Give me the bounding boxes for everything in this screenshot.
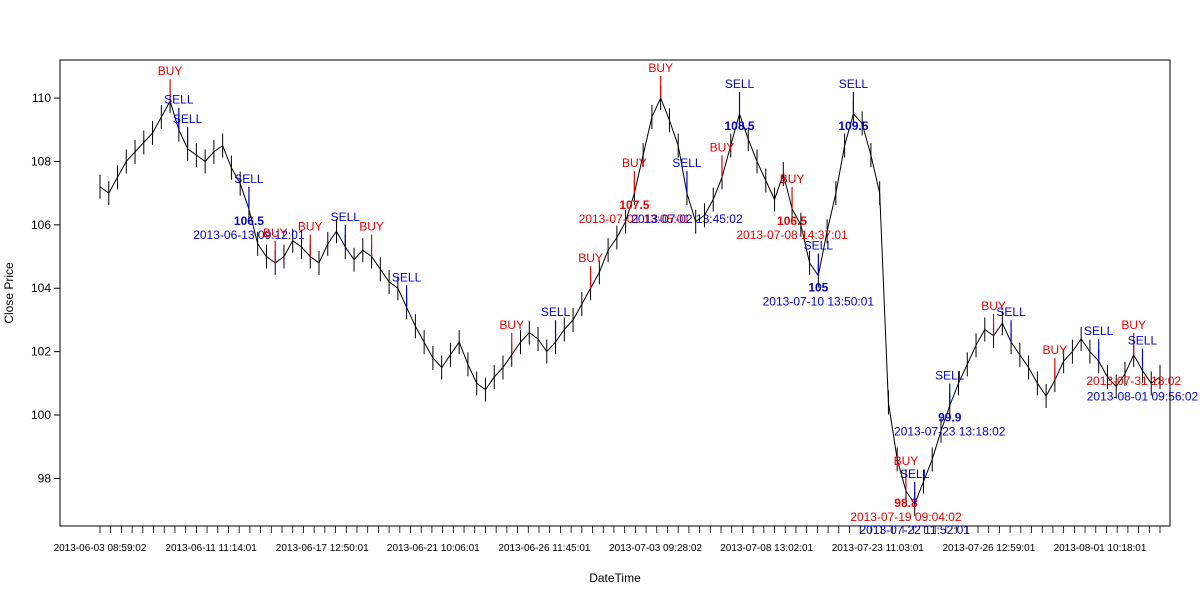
trade-side-label: BUY [298,220,323,234]
trade-side-label: BUY [359,220,384,234]
trade-time-label: 2013-08-01 09:56:02 [1087,390,1199,404]
trade-side-label: BUY [1121,318,1146,332]
trade-side-label: BUY [622,156,647,170]
x-tick-label: 2013-07-03 09:28:02 [609,543,702,554]
trade-price-label: 99.9 [938,411,962,425]
x-tick-label: 2013-08-01 10:18:01 [1054,543,1147,554]
trade-side-label: SELL [900,467,930,481]
y-axis-title: Close Price [2,262,16,324]
series-layer [99,86,1161,516]
trade-side-label: SELL [1128,334,1158,348]
series-line [99,96,1161,505]
trade-side-label: SELL [392,270,422,284]
trade-side-label: SELL [672,156,702,170]
x-axis-title: DateTime [589,571,641,585]
x-tick-label: 2013-06-11 11:14:01 [165,543,257,554]
trade-side-label: SELL [331,210,361,224]
x-tick-label: 2013-06-03 08:59:02 [54,543,147,554]
y-tick-label: 98 [38,471,52,485]
trade-side-label: BUY [263,226,288,240]
y-tick-label: 100 [31,408,51,422]
trade-side-label: BUY [710,140,735,154]
trade-side-label: SELL [804,239,834,253]
trade-side-label: BUY [894,454,919,468]
trade-side-label: SELL [1084,324,1114,338]
trade-time-label: 2013-07-08 14:37:01 [736,228,848,242]
trade-side-label: BUY [158,64,183,78]
trade-price-label: 107.5 [619,198,649,212]
trade-time-label: 2013-07-10 13:50:01 [763,295,875,309]
y-tick-label: 110 [32,91,51,105]
trade-price-label: 108.5 [724,119,754,133]
trade-time-label: 2013-07-01 13:05:01 [579,212,691,226]
trade-side-label: BUY [780,172,805,186]
trade-side-label: SELL [541,305,571,319]
x-tick-label: 2013-07-08 13:02:01 [720,543,813,554]
trade-price-label: 106.5 [777,214,807,228]
x-tick-label: 2013-07-26 12:59:01 [942,543,1035,554]
y-tick-label: 106 [31,218,51,232]
trade-price-label: 98.8 [894,496,918,510]
trade-price-label: 109.5 [838,119,868,133]
trade-price-label: 105 [808,281,828,295]
x-tick-label: 2013-06-26 11:45:01 [498,543,591,554]
trade-side-label: SELL [173,112,203,126]
trade-time-label: 2013-07-19 09:04:02 [850,510,962,524]
trade-side-label: BUY [1043,343,1068,357]
x-tick-label: 2013-06-21 10:06:01 [387,543,480,554]
trade-side-label: SELL [935,369,965,383]
trade-side-label: SELL [164,93,194,107]
x-axis: 2013-06-03 08:59:02 2013-06-11 11:14:01 20… [54,526,1161,554]
y-tick-label: 108 [31,154,51,168]
trade-side-label: SELL [234,172,264,186]
y-axis: 98 100 102 104 106 108 110 [31,91,60,485]
x-tick-label: 2013-07-23 11:03:01 [832,543,925,554]
trade-time-label: 2013-07-23 13:18:02 [894,425,1006,439]
trade-side-label: BUY [648,61,673,75]
trade-side-label: SELL [996,305,1026,319]
trade-price-label: 106.5 [234,214,264,228]
trade-side-label: BUY [499,318,524,332]
y-tick-label: 104 [31,281,51,295]
trade-time-label: 2013-07-31 18:02 [1086,374,1181,388]
trade-side-label: BUY [981,299,1006,313]
y-tick-label: 102 [31,345,51,359]
trade-side-label: SELL [725,77,755,91]
trade-time-label: 2013-06-13 09:12:01 [193,228,305,242]
trade-time-label: 2013-07-02 13:45:02 [631,212,743,226]
trade-side-label: BUY [578,251,603,265]
trade-time-label: 2013-07-22 11:52:01 [859,523,970,537]
plot-frame [59,59,1171,527]
trade-side-label: SELL [839,77,869,91]
x-tick-label: 2013-06-17 12:50:01 [276,543,369,554]
